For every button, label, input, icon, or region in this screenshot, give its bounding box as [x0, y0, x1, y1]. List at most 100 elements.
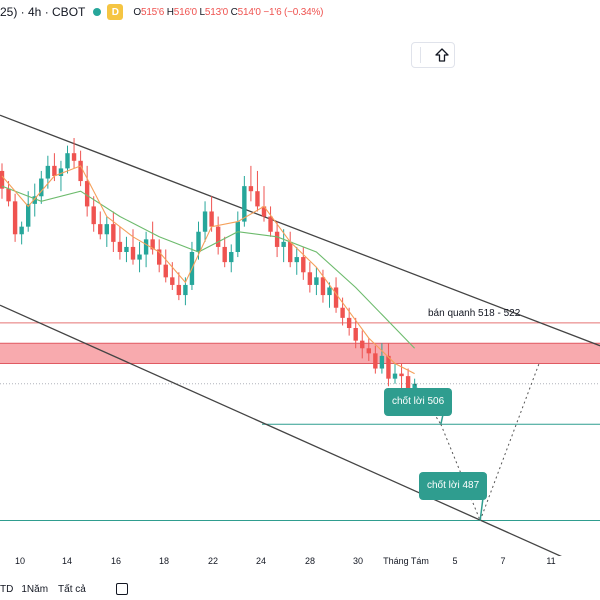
ohlc-close-label: C	[230, 6, 238, 18]
candle-body	[320, 277, 326, 296]
candle-body	[314, 277, 319, 285]
candle-body	[163, 264, 168, 278]
candle-body	[0, 170, 5, 189]
candle-body	[157, 249, 162, 265]
ma-fast-line	[1, 165, 415, 375]
ohlc-high-label: H	[166, 6, 174, 18]
candle-body	[281, 241, 286, 247]
candle-body	[117, 241, 123, 252]
candle-body	[399, 373, 404, 377]
candle-body	[26, 203, 31, 227]
candle-body	[386, 355, 391, 379]
candle-body	[91, 206, 96, 225]
candle-body	[268, 216, 273, 232]
time-axis-tick: 16	[110, 556, 122, 566]
range-button-all[interactable]: Tất cả	[58, 583, 86, 595]
candle-body	[405, 376, 411, 392]
candle-body	[379, 355, 385, 369]
candle-body	[235, 221, 240, 252]
candle-body	[255, 191, 260, 207]
ohlc-low-label: L	[199, 6, 205, 18]
candle-body	[12, 201, 18, 235]
time-axis-tick: 28	[304, 556, 316, 566]
candle-body	[307, 272, 313, 285]
candle-body	[150, 239, 155, 250]
ohlc-open-label: O	[133, 6, 141, 18]
market-status-dot	[93, 8, 102, 16]
candle-body	[45, 165, 51, 179]
scroll-top-button[interactable]	[411, 42, 455, 68]
time-axis-tick: 7	[500, 556, 506, 566]
chart-header: 25) · 4h · CBOT D O515'6 H516'0 L513'0 C…	[0, 0, 600, 24]
price-chart[interactable]	[0, 0, 600, 556]
range-footer: TD 1Năm Tất cả	[0, 578, 600, 600]
projection-segment	[479, 363, 540, 521]
candle-body	[392, 373, 398, 379]
candle-body	[248, 186, 254, 192]
goto-date-icon[interactable]	[115, 583, 128, 595]
ohlc-close-value: 514'0	[237, 6, 261, 18]
candle-body	[58, 168, 64, 176]
candle-body	[196, 231, 201, 252]
channel-upper-line	[0, 114, 600, 347]
ohlc-high-value: 516'0	[173, 6, 197, 18]
candle-body	[19, 226, 24, 235]
candle-body	[65, 153, 70, 169]
range-button-1year[interactable]: 1Năm	[21, 583, 49, 595]
candle-body	[130, 246, 136, 260]
ma-slow-line	[1, 185, 415, 349]
time-axis-tick: 10	[14, 556, 26, 566]
candle-body	[353, 328, 358, 341]
time-axis-tick: 5	[452, 556, 458, 566]
candle-body	[327, 287, 332, 296]
projection-segment	[414, 383, 442, 425]
candle-body	[261, 206, 267, 217]
button-divider	[420, 47, 421, 63]
candle-body	[52, 165, 57, 176]
candle-body	[215, 226, 221, 247]
candle-body	[274, 231, 280, 247]
range-button-td[interactable]: TD	[0, 583, 14, 595]
time-axis: 10 14 16 18 22 24 28 30 Tháng Tám 5 7 11	[0, 556, 600, 572]
candle-body	[229, 252, 234, 263]
sell-zone-band	[0, 343, 600, 364]
candle-body	[373, 353, 378, 369]
candle-body	[346, 317, 352, 328]
candle-body	[143, 239, 149, 255]
candle-body	[39, 178, 44, 197]
candle-body	[170, 277, 175, 285]
channel-lower-line	[0, 304, 562, 556]
candle-body	[412, 383, 417, 392]
candle-body	[84, 181, 90, 207]
ohlc-readout: O515'6 H516'0 L513'0 C514'0 −1'6 (−0.34%…	[133, 7, 323, 18]
candle-body	[111, 224, 116, 242]
ohlc-low-value: 513'0	[204, 6, 229, 18]
time-axis-tick: 30	[352, 556, 364, 566]
candle-body	[176, 284, 182, 296]
candle-body	[202, 211, 208, 232]
candle-body	[124, 246, 129, 252]
arrow-up-icon	[435, 48, 449, 62]
candle-body	[242, 186, 247, 222]
candle-body	[294, 257, 299, 263]
candle-body	[366, 348, 371, 354]
candle-body	[333, 287, 339, 308]
time-axis-tick: 18	[158, 556, 170, 566]
candle-body	[360, 340, 365, 349]
time-axis-tick: 11	[546, 556, 556, 566]
candle-body	[301, 257, 306, 273]
candle-body	[98, 224, 103, 235]
ohlc-open-value: 515'6	[140, 6, 165, 18]
time-axis-tick: 24	[255, 556, 267, 566]
candle-body	[183, 284, 188, 296]
candle-body	[340, 307, 345, 318]
candle-body	[32, 196, 37, 204]
candle-body	[222, 246, 227, 263]
take-profit-note-2[interactable]: chốt lời 487	[419, 472, 488, 500]
candle-body	[209, 211, 214, 227]
symbol-title[interactable]: 25) · 4h · CBOT	[0, 5, 86, 19]
delay-badge: D	[107, 4, 124, 20]
candle-body	[288, 241, 293, 263]
take-profit-note-1[interactable]: chốt lời 506	[384, 388, 453, 416]
time-axis-tick: 14	[61, 556, 73, 566]
